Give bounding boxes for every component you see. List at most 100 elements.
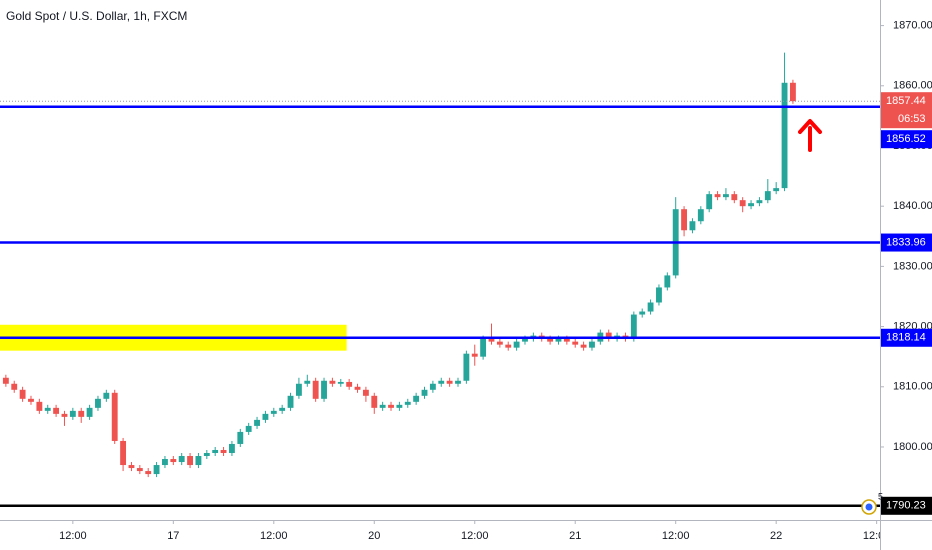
candle-body — [714, 194, 721, 198]
candle-body — [170, 459, 177, 463]
level-label: 1818.14 — [886, 332, 926, 344]
candle-body — [153, 465, 160, 475]
candle-body — [279, 407, 286, 411]
candle-body — [396, 404, 403, 408]
candle-body — [522, 338, 528, 342]
x-tick-label: 20 — [368, 530, 380, 542]
candle-body — [471, 353, 478, 357]
y-tick-label: 1870.00 — [893, 19, 932, 31]
candle-body — [748, 203, 754, 207]
countdown-label: 06:53 — [898, 113, 926, 125]
candle-body — [295, 383, 302, 396]
candle-body — [706, 194, 713, 210]
candle-body — [463, 353, 470, 381]
candle-body — [681, 209, 688, 231]
candle-layer — [2, 52, 796, 478]
level-label: 1833.96 — [886, 236, 926, 248]
candle-body — [789, 82, 796, 102]
candle-body — [605, 332, 612, 339]
candle-body — [111, 392, 118, 441]
candle-body — [563, 338, 570, 342]
candle-body — [254, 419, 260, 426]
axis-layer: 1800.001810.001820.001830.001840.001850.… — [59, 19, 932, 542]
candle-body — [61, 413, 68, 417]
x-tick-label: 12:00 — [662, 530, 690, 542]
candle-body — [337, 381, 344, 384]
candle-body — [145, 471, 152, 475]
candle-body — [78, 410, 85, 417]
candle-body — [639, 311, 646, 315]
y-tick-label: 1840.00 — [893, 200, 932, 212]
candle-body — [304, 380, 311, 384]
candle-body — [455, 380, 461, 384]
candle-body — [413, 395, 420, 402]
x-axis: 12:00 17 12:00 20 12:00 21 12:00 22 12:00 — [59, 520, 891, 542]
candle-body — [697, 209, 704, 222]
candle-body — [187, 456, 193, 466]
candle-body — [28, 398, 34, 402]
candle-body — [178, 456, 185, 463]
candle-body — [203, 452, 210, 457]
candle-body — [488, 338, 495, 342]
candle-body — [69, 410, 76, 417]
candle-body — [2, 377, 9, 384]
candle-body — [346, 381, 353, 387]
candle-body — [262, 413, 269, 420]
candle-body — [237, 431, 244, 444]
candle-body — [379, 404, 386, 408]
x-tick-label: 21 — [569, 530, 581, 542]
y-tick-label: 1810.00 — [893, 381, 932, 393]
candle-body — [756, 200, 763, 204]
events-icon-flag — [865, 503, 873, 511]
level-label-box — [881, 496, 932, 515]
candle-body — [664, 275, 671, 288]
candle-body — [19, 389, 26, 399]
candle-body — [95, 398, 101, 408]
candle-body — [580, 344, 587, 348]
y-tick-label: 1830.00 — [893, 260, 932, 272]
x-tick-label: 12:00 — [260, 530, 288, 542]
candle-body — [329, 380, 336, 384]
candle-body — [723, 194, 729, 198]
candle-body — [421, 389, 428, 396]
candle-body — [547, 338, 554, 342]
level-label-box — [881, 328, 932, 347]
current-price-label: 1857.44 — [886, 95, 926, 107]
x-tick-label: 12:00 — [59, 530, 87, 542]
x-tick-label: 17 — [167, 530, 179, 542]
candle-body — [480, 338, 487, 357]
candle-body — [362, 389, 369, 396]
candle-body — [103, 392, 110, 399]
red-arrow — [798, 119, 822, 152]
candle-body — [321, 380, 327, 399]
candle-body — [513, 341, 520, 348]
candle-body — [496, 341, 503, 345]
level-label-box — [881, 233, 932, 252]
candle-body — [689, 221, 696, 231]
candle-body — [195, 456, 202, 466]
candle-body — [656, 287, 662, 303]
candle-body — [354, 386, 361, 390]
x-tick-label: 12:00 — [461, 530, 489, 542]
candle-body — [162, 459, 168, 466]
x-tick-label: 12:00 — [863, 530, 891, 542]
candle-body — [647, 302, 654, 312]
current-price-box — [881, 92, 932, 129]
level-label: 1790.23 — [886, 500, 926, 512]
candle-body — [555, 338, 562, 342]
candle-body — [220, 449, 227, 453]
candle-body — [136, 468, 143, 472]
candle-body — [505, 344, 512, 348]
chart-title: Gold Spot / U.S. Dollar, 1h, FXCM — [6, 9, 187, 23]
candle-body — [371, 395, 378, 408]
candle-body — [120, 440, 127, 466]
candle-body — [404, 401, 411, 405]
candle-body — [212, 449, 219, 453]
candle-body — [312, 380, 319, 399]
candle-body — [630, 314, 637, 339]
candle-body — [128, 465, 135, 469]
level-label-box — [881, 130, 932, 149]
